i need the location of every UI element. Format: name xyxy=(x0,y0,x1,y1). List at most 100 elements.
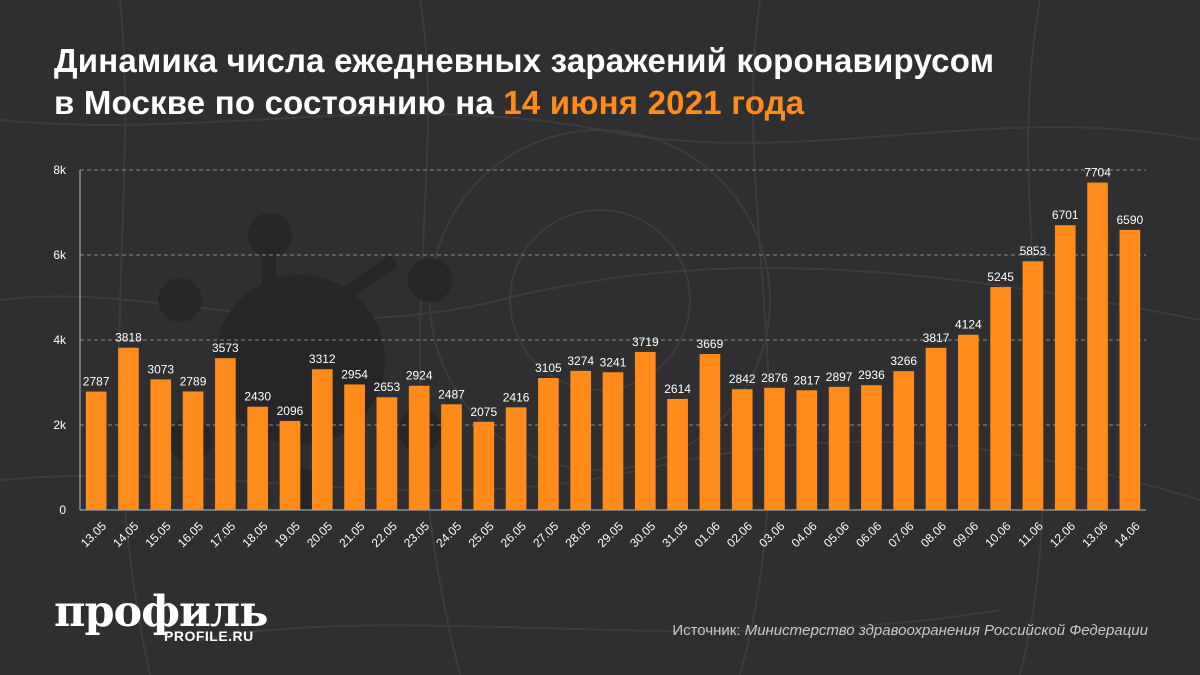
title-date: 14 июня 2021 года xyxy=(503,84,805,121)
data-label: 2614 xyxy=(664,382,691,396)
data-label: 3274 xyxy=(567,354,594,368)
bar xyxy=(150,379,172,510)
bar xyxy=(731,389,753,510)
bar xyxy=(247,406,269,510)
x-tick-label: 18.05 xyxy=(239,519,270,550)
bar xyxy=(85,391,107,510)
data-label: 7704 xyxy=(1084,166,1111,180)
bar xyxy=(473,421,495,510)
x-tick-label: 03.06 xyxy=(756,519,787,550)
bar xyxy=(1022,261,1044,510)
x-tick-label: 29.05 xyxy=(595,519,626,550)
x-tick-label: 05.06 xyxy=(821,519,852,550)
x-tick-label: 31.05 xyxy=(659,519,690,550)
x-tick-label: 11.06 xyxy=(1015,519,1046,550)
data-label: 2430 xyxy=(244,390,271,404)
bar xyxy=(182,391,204,510)
source-note: Источник: Министерство здравоохранения Р… xyxy=(672,622,1148,639)
chart-title: Динамика числа ежедневных заражений коро… xyxy=(54,40,1164,124)
title-line-1: Динамика числа ежедневных заражений коро… xyxy=(54,42,995,79)
bar xyxy=(1087,182,1108,510)
x-tick-label: 09.06 xyxy=(950,519,981,550)
data-label: 3312 xyxy=(309,352,336,366)
y-tick-label: 0 xyxy=(59,503,66,517)
data-label: 2842 xyxy=(729,372,756,386)
x-tick-label: 10.06 xyxy=(982,519,1013,550)
x-tick-label: 01.06 xyxy=(692,519,723,550)
x-tick-label: 13.05 xyxy=(78,519,109,550)
x-tick-label: 19.05 xyxy=(272,519,303,550)
x-tick-label: 04.06 xyxy=(789,519,820,550)
x-tick-label: 26.05 xyxy=(498,519,529,550)
source-value: Министерство здравоохранения Российской … xyxy=(744,622,1148,639)
x-tick-label: 13.06 xyxy=(1079,519,1110,550)
bar xyxy=(764,387,785,510)
data-label: 5245 xyxy=(987,270,1014,284)
data-label: 2789 xyxy=(180,374,207,388)
bar xyxy=(376,397,398,510)
bar xyxy=(796,390,818,510)
data-label: 3573 xyxy=(212,341,239,355)
data-label: 3817 xyxy=(923,331,950,345)
x-tick-label: 20.05 xyxy=(304,519,335,550)
bar xyxy=(990,287,1011,510)
data-label: 3241 xyxy=(600,355,627,369)
bar xyxy=(667,398,688,510)
data-label: 3105 xyxy=(535,361,562,375)
data-label: 3669 xyxy=(697,337,724,351)
y-tick-label: 8k xyxy=(53,163,67,177)
logo-subtext: PROFILE.RU xyxy=(164,628,254,644)
bar xyxy=(1119,229,1141,511)
data-label: 6590 xyxy=(1116,213,1143,227)
data-label: 2817 xyxy=(793,373,820,387)
x-tick-label: 08.06 xyxy=(918,519,949,550)
bar xyxy=(311,369,333,510)
x-tick-label: 28.05 xyxy=(562,519,593,550)
data-label: 2897 xyxy=(826,370,853,384)
bar xyxy=(861,385,882,510)
x-tick-label: 06.06 xyxy=(853,519,884,550)
x-tick-label: 12.06 xyxy=(1047,519,1078,550)
data-label: 2936 xyxy=(858,368,885,382)
data-label: 2075 xyxy=(470,405,497,419)
bar xyxy=(602,372,624,510)
x-tick-label: 07.06 xyxy=(886,519,917,550)
x-tick-label: 24.05 xyxy=(433,519,464,550)
title-line-2: в Москве по состоянию на 14 июня 2021 го… xyxy=(54,82,1164,124)
y-tick-label: 2k xyxy=(53,418,67,432)
source-label: Источник: xyxy=(672,622,745,639)
bar xyxy=(215,358,236,510)
bar xyxy=(344,384,365,510)
data-label: 2487 xyxy=(438,387,465,401)
x-tick-label: 14.05 xyxy=(110,519,141,550)
data-label: 4124 xyxy=(955,318,982,332)
title-line-2-text: в Москве по состоянию на xyxy=(54,84,504,121)
x-tick-label: 16.05 xyxy=(175,519,206,550)
data-label: 6701 xyxy=(1052,208,1079,222)
bar xyxy=(505,407,527,510)
bar xyxy=(957,334,979,510)
data-label: 3073 xyxy=(147,362,174,376)
bar xyxy=(118,347,139,510)
data-label: 3719 xyxy=(632,335,659,349)
bar xyxy=(279,420,301,510)
bar xyxy=(441,404,462,510)
x-tick-label: 25.05 xyxy=(466,519,497,550)
bar xyxy=(925,347,947,510)
data-label: 2876 xyxy=(761,371,788,385)
y-tick-label: 4k xyxy=(53,333,67,347)
bar xyxy=(699,354,721,510)
data-label: 2924 xyxy=(406,369,433,383)
x-tick-label: 02.06 xyxy=(724,519,755,550)
logo: профиль PROFILE.RU xyxy=(54,587,268,645)
data-label: 2787 xyxy=(83,375,110,389)
x-tick-label: 23.05 xyxy=(401,519,432,550)
bar xyxy=(570,370,592,510)
data-label: 2954 xyxy=(341,367,368,381)
bar xyxy=(538,378,559,510)
x-tick-label: 14.06 xyxy=(1112,519,1143,550)
x-tick-label: 17.05 xyxy=(207,519,238,550)
logo-text: профиль xyxy=(54,587,268,637)
